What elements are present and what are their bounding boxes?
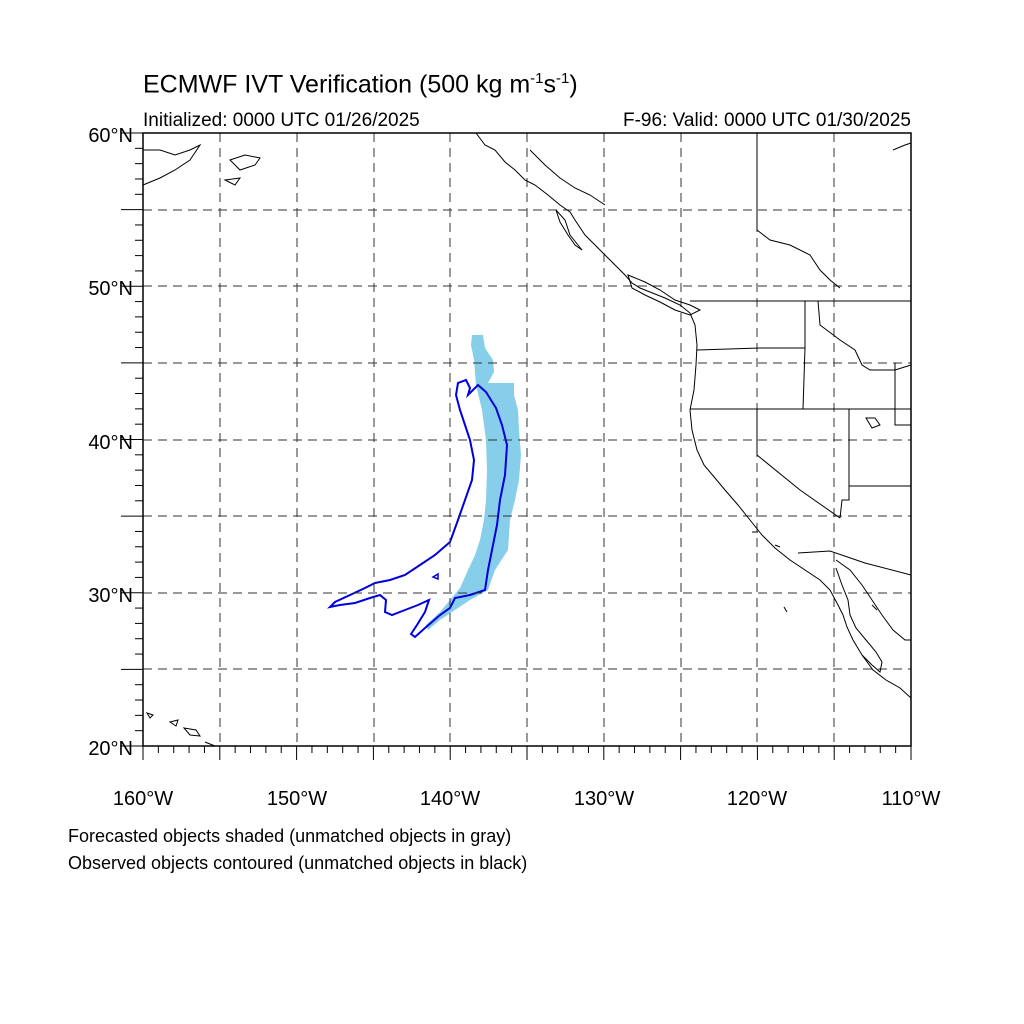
initialized-label: Initialized: 0000 UTC 01/26/2025 — [143, 110, 420, 131]
lon-label: 110°W — [882, 788, 941, 810]
graticule — [143, 133, 911, 746]
lon-label: 120°W — [727, 788, 787, 810]
lat-label: 30°N — [88, 585, 133, 607]
forecast-object — [426, 335, 521, 630]
observed-contour — [326, 378, 509, 639]
coastlines — [142, 132, 912, 747]
lon-label: 130°W — [574, 788, 634, 810]
lat-label: 50°N — [88, 278, 133, 300]
lat-label: 40°N — [88, 432, 133, 454]
chart-title: ECMWF IVT Verification (500 kg m-1s-1) — [143, 70, 578, 99]
valid-label: F-96: Valid: 0000 UTC 01/30/2025 — [623, 110, 911, 131]
lon-label: 140°W — [420, 788, 480, 810]
lon-label: 160°W — [113, 788, 173, 810]
observed-contour-small — [431, 572, 439, 581]
footnote-observed: Observed objects contoured (unmatched ob… — [68, 853, 528, 873]
axis-ticks — [121, 132, 912, 760]
lon-label: 150°W — [267, 788, 327, 810]
footnote-forecast: Forecasted objects shaded (unmatched obj… — [68, 826, 512, 846]
lat-label: 60°N — [88, 125, 133, 147]
lat-label: 20°N — [88, 738, 133, 760]
